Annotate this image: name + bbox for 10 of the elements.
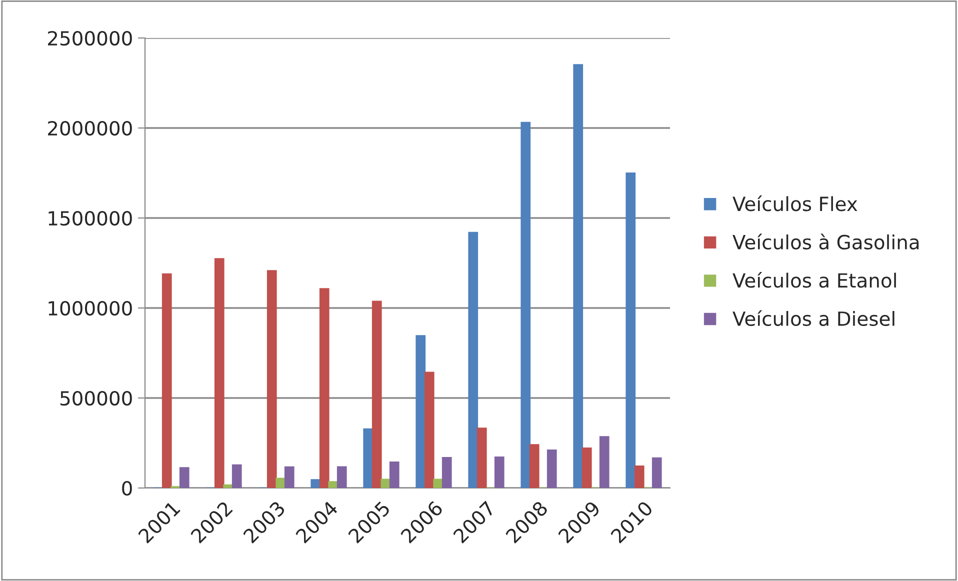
legend-label: Veículos a Diesel [732, 310, 894, 326]
y-tick-label: 500000 [60, 390, 132, 406]
legend-label: Veículos à Gasolina [732, 234, 919, 250]
legend-label: Veículos Flex [732, 195, 858, 212]
y-tick-label: 2500000 [48, 30, 132, 46]
y-tick-label: 1000000 [48, 300, 132, 316]
y-tick-label: 2000000 [48, 120, 132, 136]
y-tick-label: 1500000 [48, 210, 132, 226]
y-tick-label: 0 [122, 480, 132, 496]
legend-label: Veículos a Etanol [732, 272, 896, 288]
